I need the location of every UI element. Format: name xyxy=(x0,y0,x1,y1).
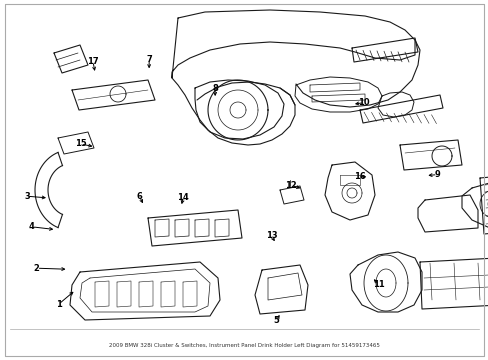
Text: 4: 4 xyxy=(29,222,35,231)
Text: 15: 15 xyxy=(75,139,86,148)
Text: 9: 9 xyxy=(434,170,440,179)
Text: 6: 6 xyxy=(136,192,142,201)
Text: 5: 5 xyxy=(273,316,279,325)
Text: 7: 7 xyxy=(146,55,152,64)
Text: 2: 2 xyxy=(34,264,40,273)
Text: 17: 17 xyxy=(87,57,99,66)
Text: 14: 14 xyxy=(177,193,189,202)
Text: 10: 10 xyxy=(358,98,369,107)
Text: 1: 1 xyxy=(56,300,61,309)
Text: 8: 8 xyxy=(212,84,218,93)
Text: 3: 3 xyxy=(24,192,30,201)
Text: 16: 16 xyxy=(353,172,365,181)
Text: 12: 12 xyxy=(285,181,296,190)
Text: 2009 BMW 328i Cluster & Switches, Instrument Panel Drink Holder Left Diagram for: 2009 BMW 328i Cluster & Switches, Instru… xyxy=(109,343,379,348)
Text: 13: 13 xyxy=(265,231,277,240)
Text: 11: 11 xyxy=(372,280,384,289)
